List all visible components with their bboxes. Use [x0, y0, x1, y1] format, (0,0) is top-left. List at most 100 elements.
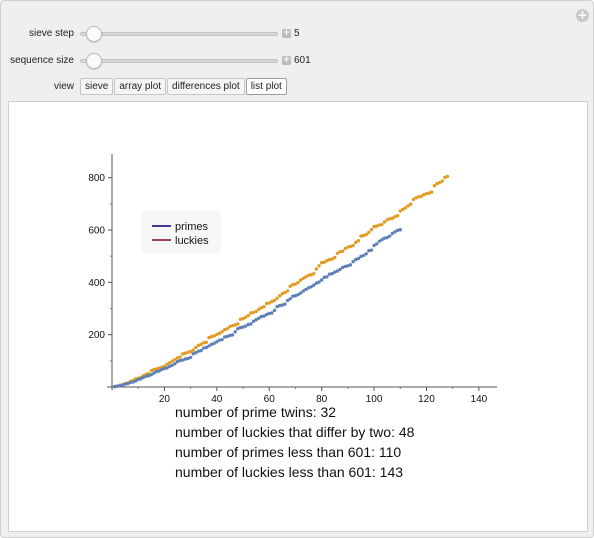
prime-point [199, 348, 203, 353]
lucky-point [330, 257, 334, 261]
lucky-point [173, 357, 177, 362]
prime-point [296, 292, 300, 297]
lucky-point [280, 291, 285, 296]
prime-point [285, 298, 290, 303]
prime-point [333, 270, 337, 274]
prime-point [217, 338, 222, 342]
view-differences-plot-button[interactable]: differences plot [167, 78, 245, 95]
sequence-size-plus-icon[interactable]: + [282, 55, 291, 65]
lucky-point [356, 239, 361, 243]
lucky-point [285, 289, 290, 293]
lucky-point [309, 273, 313, 277]
sequence-size-label: sequence size [10, 55, 74, 66]
prime-point [398, 228, 402, 232]
prime-point [293, 293, 298, 298]
lucky-point [427, 191, 431, 195]
prime-point [251, 319, 256, 324]
lucky-point [327, 257, 332, 262]
prime-point [388, 234, 392, 238]
prime-point [361, 253, 366, 258]
lucky-point [369, 228, 374, 232]
lucky-point [225, 326, 230, 331]
lucky-point [298, 278, 303, 282]
prime-point [215, 340, 219, 344]
lucky-point [178, 355, 182, 359]
list-plot-chart: 20 40 60 80 100 120 140 200 400 600 800 primes luck… [88, 154, 497, 402]
prime-point [207, 344, 211, 348]
prime-point [369, 248, 374, 252]
prime-point [241, 325, 245, 329]
lucky-point [306, 273, 311, 277]
legend-label-primes: primes [175, 221, 209, 233]
sieve-step-plus-icon[interactable]: + [282, 28, 291, 38]
lucky-point [437, 180, 442, 185]
prime-point [154, 369, 159, 374]
lucky-point [359, 234, 363, 238]
prime-point [275, 304, 279, 309]
prime-point [356, 256, 361, 261]
sieve-step-slider-track[interactable] [80, 32, 278, 36]
prime-point [335, 269, 340, 273]
view-list-plot-button[interactable]: list plot [245, 78, 287, 95]
prime-point [351, 259, 355, 264]
y-tick-label: 800 [88, 173, 105, 184]
prime-point [220, 337, 224, 342]
prime-point [377, 239, 382, 243]
prime-point [212, 341, 216, 346]
prime-point [131, 380, 135, 384]
lucky-point [222, 328, 227, 332]
prime-point [338, 267, 342, 272]
view-sieve-button[interactable]: sieve [80, 78, 114, 95]
sieve-step-value: 5 [294, 28, 300, 39]
prime-twins-count: number of prime twins: 32 [175, 404, 337, 420]
prime-point [280, 303, 285, 307]
lucky-point [333, 255, 337, 260]
lucky-point [416, 195, 421, 199]
sieve-step-slider-thumb[interactable] [86, 26, 102, 42]
y-tick-label: 400 [88, 278, 105, 289]
lucky-point [217, 331, 222, 336]
lucky-point [312, 272, 316, 276]
lucky-point [236, 322, 240, 326]
prime-point [267, 311, 271, 316]
sequence-size-slider-thumb[interactable] [86, 53, 102, 69]
lucky-point [390, 216, 395, 220]
view-setter-bar: sieve array plot differences plot list p… [80, 78, 288, 95]
prime-point [327, 272, 332, 276]
lucky-point [186, 350, 190, 354]
lucky-point [364, 232, 368, 237]
lucky-point [338, 250, 342, 254]
lucky-point [395, 213, 400, 218]
lucky-point [272, 298, 277, 303]
prime-point [367, 248, 371, 253]
lucky-point [430, 190, 434, 194]
lucky-point [194, 345, 198, 350]
lucky-point [367, 230, 371, 235]
prime-point [288, 297, 292, 301]
lucky-point [422, 193, 426, 197]
primes-series [112, 228, 402, 389]
lucky-point [296, 280, 300, 285]
prime-point [380, 238, 384, 242]
lucky-point [374, 224, 379, 228]
lucky-point [165, 362, 169, 366]
prime-point [348, 263, 353, 267]
sequence-size-slider-track[interactable] [80, 59, 278, 63]
prime-point [272, 308, 277, 313]
lucky-point [406, 203, 410, 208]
x-tick-label: 80 [316, 394, 328, 402]
output-area: 20 40 60 80 100 120 140 200 400 600 800 primes luck… [8, 101, 588, 532]
prime-point [112, 384, 117, 389]
prime-point [139, 377, 143, 381]
prime-point [306, 286, 311, 290]
prime-point [230, 333, 235, 337]
lucky-point [175, 356, 180, 360]
prime-point [144, 374, 148, 378]
lucky-point [149, 368, 154, 373]
prime-point [314, 281, 319, 285]
view-array-plot-button[interactable]: array plot [114, 78, 167, 95]
lucky-point [288, 284, 292, 288]
x-tick-label: 140 [471, 394, 488, 402]
prime-point [165, 366, 169, 370]
add-bookmark-icon[interactable]: + [576, 8, 589, 22]
